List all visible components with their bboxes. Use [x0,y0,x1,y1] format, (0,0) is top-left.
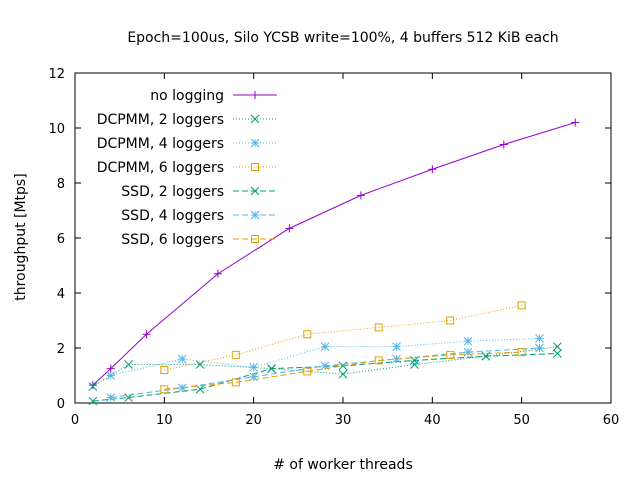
x-axis-ticks: 0 10 20 30 40 50 60 [71,73,619,428]
data-point [195,384,205,394]
data-point [251,163,259,171]
data-point [535,343,544,353]
legend-label: DCPMM, 2 loggers [97,112,224,128]
data-point [250,114,260,124]
data-point [267,364,276,373]
data-point [231,378,240,387]
data-point [213,269,222,278]
y-tick-label: 2 [57,342,65,357]
series-0 [88,118,580,390]
legend-label: SSD, 6 loggers [121,232,224,248]
data-point [517,348,526,357]
y-tick-label: 8 [57,177,65,192]
data-point [410,360,419,369]
data-point [553,349,562,358]
data-point [374,323,383,332]
data-point [124,360,133,369]
data-point [303,367,312,376]
x-tick-label: 30 [335,413,352,428]
data-point [338,369,348,379]
series-line [164,304,522,371]
data-point [106,393,116,402]
data-point [303,330,312,339]
legend-label: DCPMM, 4 loggers [97,136,224,152]
series-line [92,353,558,402]
data-point [160,366,169,374]
legend: no logging DCPMM, 2 loggers DCPMM, 4 logge… [97,88,277,248]
legend-item: SSD, 4 loggers [121,208,277,224]
data-point [320,361,330,371]
data-point [160,385,169,394]
x-axis-label: # of worker threads [273,457,413,473]
y-tick-label: 4 [57,287,65,302]
data-point [88,381,97,390]
series-3 [160,301,526,374]
x-tick-label: 40 [424,413,441,428]
legend-item: DCPMM, 2 loggers [97,112,277,128]
data-point [446,350,455,359]
legend-label: SSD, 2 loggers [121,184,224,200]
data-point [250,210,260,220]
data-point [285,224,294,233]
x-tick-label: 50 [513,413,530,428]
legend-label: SSD, 4 loggers [121,208,224,224]
data-point [392,342,401,351]
series-5 [106,343,544,402]
data-point [250,138,260,148]
data-point [251,235,259,243]
series-4 [88,349,562,406]
series-line [164,351,522,390]
data-point [249,362,259,372]
data-point [249,372,259,382]
data-point [356,191,365,200]
x-tick-label: 20 [245,413,262,428]
y-tick-label: 6 [57,232,65,247]
data-point [428,165,437,174]
data-point [251,91,259,99]
data-point [499,140,508,149]
y-tick-label: 0 [57,397,65,412]
data-point [553,342,562,351]
data-point [517,301,526,310]
series-2 [106,334,544,380]
x-tick-label: 10 [156,413,173,428]
data-point [463,336,473,346]
y-axis-label: throughput [Mtps] [13,173,29,300]
data-point [571,118,580,127]
legend-item: DCPMM, 4 loggers [97,136,277,152]
x-tick-label: 60 [603,413,620,428]
legend-label: DCPMM, 6 loggers [97,160,224,176]
data-point [446,316,455,325]
x-tick-label: 0 [71,413,79,428]
data-point [177,383,187,393]
y-axis-ticks: 0 2 4 6 8 10 12 [48,67,611,412]
legend-item: SSD, 6 loggers [121,232,277,248]
data-point [320,342,330,351]
data-point [463,347,473,357]
data-point [374,356,383,365]
legend-label: no logging [150,88,224,104]
legend-item: SSD, 2 loggers [121,184,277,200]
data-point [231,350,240,359]
data-point [142,330,151,339]
data-point [535,334,544,343]
series-line [110,347,540,398]
data-point [88,382,98,391]
data-point [88,396,98,406]
legend-item: no logging [150,88,277,104]
y-tick-label: 10 [48,122,65,137]
data-point [106,364,115,373]
data-point [106,371,116,380]
series-6 [160,348,526,394]
chart-title: Epoch=100us, Silo YCSB write=100%, 4 buf… [127,30,558,46]
y-tick-label: 12 [48,67,65,82]
data-point [250,186,260,196]
legend-item: DCPMM, 6 loggers [97,160,277,176]
series-layer [88,118,580,406]
data-point [177,354,187,364]
